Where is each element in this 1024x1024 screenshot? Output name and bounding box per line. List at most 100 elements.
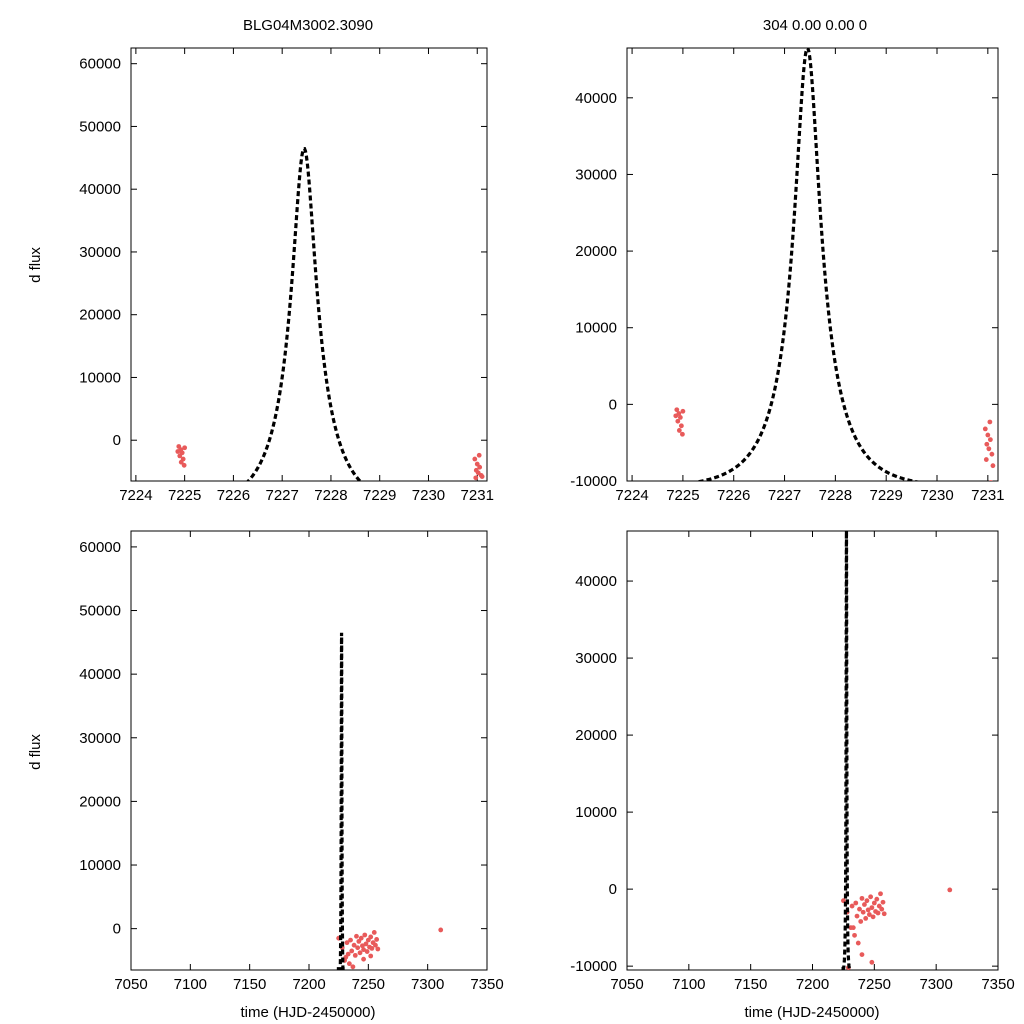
data-point xyxy=(679,431,685,437)
data-point xyxy=(871,900,877,906)
left-panel-title: BLG04M3002.3090 xyxy=(243,17,373,34)
data-point xyxy=(358,935,364,941)
x-tick-label: 7225 xyxy=(666,487,699,504)
x-tick-label: 7229 xyxy=(870,487,903,504)
data-point xyxy=(373,942,378,948)
data-point xyxy=(880,899,886,905)
x-tick-label: 7225 xyxy=(168,487,201,504)
y-tick-label: 30000 xyxy=(79,730,121,747)
x-tick-label: 7300 xyxy=(411,976,444,993)
bottom-y-axis-label: d flux xyxy=(27,734,44,770)
x-tick-label: 7230 xyxy=(920,487,953,504)
data-point xyxy=(368,953,374,959)
data-point xyxy=(369,945,375,951)
data-point xyxy=(868,894,874,900)
y-tick-label: 50000 xyxy=(79,118,121,135)
data-point xyxy=(947,887,953,893)
model-curve xyxy=(693,48,922,481)
bottom-right-x-axis-label: time (HJD-2450000) xyxy=(744,1004,879,1021)
data-point xyxy=(878,891,883,897)
x-tick-label: 7224 xyxy=(119,487,152,504)
y-tick-label: 40000 xyxy=(575,573,617,590)
x-tick-label: 7350 xyxy=(470,976,503,993)
data-point xyxy=(357,950,363,956)
data-point xyxy=(349,948,355,954)
data-point xyxy=(438,927,444,933)
y-tick-label: 20000 xyxy=(79,307,121,324)
data-point xyxy=(673,413,679,419)
x-tick-label: 7230 xyxy=(412,487,445,504)
x-tick-label: 7227 xyxy=(768,487,801,504)
y-tick-label: 40000 xyxy=(79,181,121,198)
data-point xyxy=(479,474,485,480)
y-tick-label: 20000 xyxy=(575,727,617,744)
data-point xyxy=(371,930,377,935)
data-point xyxy=(362,932,368,938)
data-point xyxy=(987,437,993,443)
data-point xyxy=(345,951,351,957)
data-point xyxy=(676,428,682,433)
y-tick-label: 0 xyxy=(113,432,121,449)
data-point xyxy=(989,480,993,481)
plot-frame xyxy=(626,530,999,971)
data-point xyxy=(857,906,862,912)
x-tick-label: 7250 xyxy=(352,976,385,993)
data-point xyxy=(989,451,995,457)
y-tick-label: 60000 xyxy=(79,539,121,556)
y-tick-label: 30000 xyxy=(575,166,617,183)
x-tick-label: 7050 xyxy=(114,976,147,993)
data-point xyxy=(361,956,366,962)
data-point xyxy=(874,896,880,902)
panel-top-right: 7224 7225 7226 7227 7228 7229 7230 7231 -10000 0 1… xyxy=(570,47,1005,504)
data-point xyxy=(181,462,187,468)
y-tick-label: 40000 xyxy=(79,666,121,683)
y-tick-label: 10000 xyxy=(575,804,617,821)
data-point xyxy=(348,937,353,943)
data-point xyxy=(849,903,855,909)
data-point xyxy=(472,456,478,462)
panel-top-left: 7224 7225 7226 7227 7228 7229 7230 7231 0 10000 20… xyxy=(79,47,494,504)
data-point xyxy=(869,905,875,911)
data-point xyxy=(986,446,992,452)
plot-area xyxy=(673,48,996,481)
data-point xyxy=(982,426,988,432)
x-tick-label: 7150 xyxy=(233,976,266,993)
plot-frame xyxy=(130,47,488,482)
data-point xyxy=(368,934,374,940)
data-point xyxy=(476,452,482,458)
data-point xyxy=(177,453,183,459)
data-point xyxy=(860,909,866,915)
x-tick-label: 7100 xyxy=(174,976,207,993)
data-point xyxy=(863,915,869,921)
plot-area xyxy=(841,531,953,970)
model-curve xyxy=(246,147,363,481)
data-point xyxy=(859,895,865,901)
x-tick-label: 7200 xyxy=(796,976,829,993)
data-point xyxy=(351,942,357,948)
plot-frame xyxy=(130,530,488,971)
y-tick-label: 10000 xyxy=(79,369,121,386)
data-point xyxy=(853,900,859,906)
x-tick-label: 7228 xyxy=(314,487,347,504)
y-tick-label: 50000 xyxy=(79,603,121,620)
data-point xyxy=(680,408,686,414)
y-tick-label: -10000 xyxy=(570,473,617,490)
y-tick-label: 0 xyxy=(113,921,121,938)
y-tick-label: 10000 xyxy=(575,320,617,337)
x-tick-label: 7350 xyxy=(981,976,1014,993)
y-tick-label: 10000 xyxy=(79,857,121,874)
model-curve xyxy=(841,531,852,970)
data-point xyxy=(360,943,365,949)
y-tick-label: 30000 xyxy=(575,650,617,667)
data-point xyxy=(866,912,872,917)
data-point xyxy=(374,937,380,942)
y-tick-label: 60000 xyxy=(79,56,121,73)
data-point xyxy=(990,463,996,469)
data-point xyxy=(344,940,350,946)
model-curve xyxy=(336,632,347,970)
data-point xyxy=(674,407,680,413)
x-tick-label: 7100 xyxy=(672,976,705,993)
chart-panels: 7224 7225 7226 7227 7228 7229 7230 7231 0 10000 20… xyxy=(79,47,1015,993)
x-tick-label: 7231 xyxy=(461,487,494,504)
